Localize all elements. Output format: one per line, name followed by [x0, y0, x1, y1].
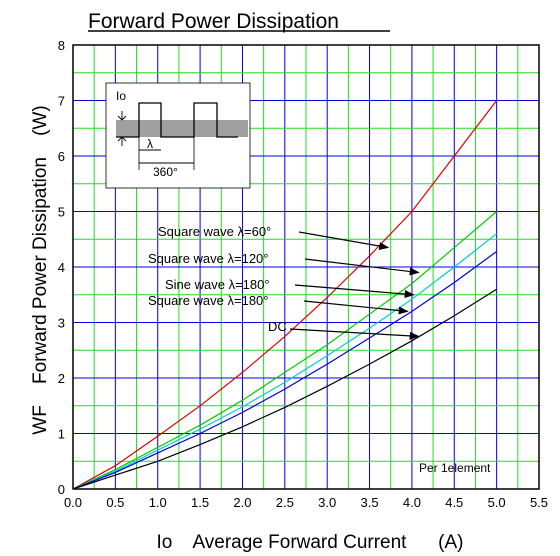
y-tick-label: 7: [58, 94, 65, 109]
y-tick-label: 2: [58, 371, 65, 386]
x-tick-label: 0.0: [64, 495, 82, 510]
y-tick-label: 5: [58, 205, 65, 220]
inset-period-label: 360°: [153, 165, 178, 179]
series-line: [72, 211, 497, 490]
annotation-arrow: [298, 231, 390, 250]
y-tick-label: 6: [58, 149, 65, 164]
y-axis-label: WF Forward Power Dissipation (W): [30, 105, 51, 434]
x-tick-label: 5.5: [530, 495, 548, 510]
inset-io-arrows: [117, 111, 127, 146]
annotation-label: Square wave λ=60°: [158, 224, 271, 239]
x-tick-label: 3.5: [361, 495, 379, 510]
annotation-label: Square wave λ=180°: [148, 293, 268, 308]
plot-frame: [72, 44, 540, 490]
tick-labels: 0.0 0.5 1.0 1.5 2.0 2.5 3.0 3.5 4.0 4.5 5.0 5.5 0 1 2 3…: [58, 38, 548, 510]
per-element-note: Per 1element: [419, 461, 491, 475]
x-tick-label: 3.0: [318, 495, 336, 510]
x-axis-label: Io Average Forward Current (A): [157, 532, 464, 553]
series-line: [72, 233, 497, 490]
inset-lambda-label: λ: [147, 137, 153, 151]
annotation-label: DC: [268, 319, 287, 334]
series-line: [72, 288, 497, 490]
annotation-arrow: [294, 284, 415, 298]
annotation-label: Sine wave λ=180°: [165, 277, 270, 292]
annotation-layer: Square wave λ=60° Square wave λ=120° Sine …: [148, 224, 420, 340]
series-layer: [72, 100, 498, 490]
y-tick-label: 8: [58, 38, 65, 53]
x-tick-label: 5.0: [488, 495, 506, 510]
inset-average-band: [116, 120, 248, 137]
x-tick-label: 2.5: [276, 495, 294, 510]
series-line: [72, 100, 498, 490]
x-tick-label: 0.5: [106, 495, 124, 510]
inset-io-label: Io: [116, 89, 126, 103]
y-tick-label: 0: [58, 482, 65, 497]
x-tick-label: 1.5: [191, 495, 209, 510]
annotation-arrow: [289, 328, 420, 340]
inset-waveform: [116, 102, 238, 138]
annotation-arrow: [304, 258, 420, 276]
y-tick-label: 3: [58, 316, 65, 331]
x-tick-label: 1.0: [149, 495, 167, 510]
y-tick-label: 1: [58, 427, 65, 442]
series-line: [72, 251, 497, 490]
x-tick-label: 4.5: [445, 495, 463, 510]
x-tick-label: 4.0: [403, 495, 421, 510]
x-tick-label: 2.0: [233, 495, 251, 510]
annotation-label: Square wave λ=120°: [148, 251, 268, 266]
y-tick-label: 4: [58, 260, 65, 275]
chart-title: Forward Power Dissipation: [88, 10, 339, 33]
annotation-arrow: [303, 300, 409, 315]
